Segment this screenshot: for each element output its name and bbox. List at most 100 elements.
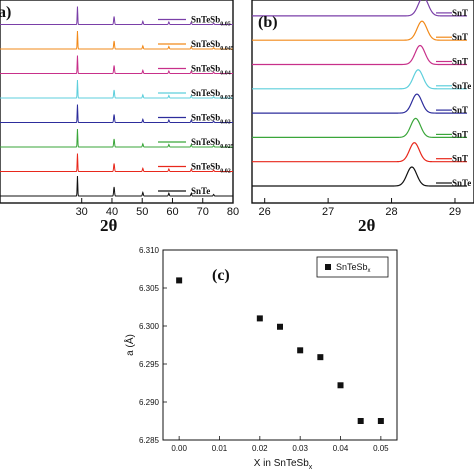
panel-b-legend: SnTe SnT SnT SnT SnTe SnT SnT SnT bbox=[436, 8, 471, 188]
legend-label-a-sub-7: 0.05 bbox=[220, 22, 231, 28]
x-tick-label-c-4: 0.04 bbox=[333, 444, 349, 453]
panel-b-frame bbox=[251, 0, 474, 204]
legend-label-b-7: SnT bbox=[452, 8, 468, 18]
legend-label-a-sub-5: 0.04 bbox=[220, 71, 231, 77]
panel-c-y-axis-label: a (Å) bbox=[123, 334, 136, 356]
x-tick-label-b-3: 29 bbox=[449, 206, 461, 218]
x-tick-label-c-3: 0.03 bbox=[292, 444, 308, 453]
x-tick-label-b-2: 28 bbox=[385, 206, 397, 218]
pattern-line-b-5 bbox=[252, 44, 468, 66]
legend-label-a-5: SnTeSb0.04 bbox=[191, 64, 231, 77]
panel-a-label: a) bbox=[0, 4, 11, 21]
x-tick-label-a-1: 40 bbox=[106, 206, 118, 218]
pattern-line-a-3 bbox=[0, 104, 233, 123]
panel-a-series-layer bbox=[0, 6, 233, 197]
legend-label-a-base-4: SnTeSb bbox=[191, 88, 220, 98]
pattern-line-a-6 bbox=[0, 30, 233, 50]
legend-label-a-sub-1: 0.02 bbox=[220, 169, 231, 175]
legend-label-b-5: SnT bbox=[452, 57, 468, 67]
data-point-c-2 bbox=[277, 323, 283, 330]
pattern-line-b-2 bbox=[252, 117, 468, 138]
panel-c-legend-box bbox=[316, 256, 389, 278]
data-point-c-3 bbox=[297, 347, 304, 354]
pattern-line-a-4 bbox=[0, 79, 233, 99]
panel-a-frame bbox=[0, 0, 234, 204]
panel-c-label: (c) bbox=[212, 267, 230, 284]
legend-label-a-base-2: SnTeSb bbox=[191, 137, 220, 147]
legend-label-a-base-0: SnTe bbox=[191, 186, 210, 196]
legend-label-a-4: SnTeSb0.035 bbox=[191, 88, 234, 101]
panel-c-legend-marker bbox=[325, 264, 331, 270]
panel-c-y-ticks: 6.285 6.290 6.295 6.300 6.305 6.310 bbox=[139, 246, 167, 445]
x-tick-label-c-1: 0.01 bbox=[212, 444, 228, 453]
legend-label-b-2: SnT bbox=[452, 129, 468, 139]
panel-b-x-ticks: 26 27 28 29 bbox=[259, 198, 461, 218]
panel-c-frame bbox=[162, 249, 398, 441]
legend-label-a-0: SnTe bbox=[191, 186, 210, 196]
x-tick-label-b-1: 27 bbox=[322, 206, 334, 218]
x-tick-label-a-5: 80 bbox=[227, 206, 239, 218]
legend-label-a-sub-3: 0.03 bbox=[220, 120, 231, 126]
pattern-line-a-1 bbox=[0, 153, 233, 172]
x-tick-label-a-3: 60 bbox=[166, 206, 178, 218]
panel-c-x-axis-label: X in SnTeSbx bbox=[254, 458, 313, 471]
y-tick-label-c-2: 6.295 bbox=[139, 360, 160, 369]
y-tick-label-c-1: 6.290 bbox=[139, 398, 160, 407]
panel-c-points bbox=[176, 277, 384, 424]
y-tick-label-c-0: 6.285 bbox=[139, 436, 160, 445]
panel-c-x-axis-label-base: X in SnTeSb bbox=[254, 458, 309, 469]
x-tick-label-c-2: 0.02 bbox=[252, 444, 268, 453]
panel-b-x-axis-label: 2θ bbox=[358, 216, 376, 235]
legend-label-b-6: SnT bbox=[452, 32, 468, 42]
panel-c-legend-label-sub: x bbox=[368, 268, 371, 274]
data-point-c-6 bbox=[357, 418, 364, 424]
legend-label-a-7: SnTeSb0.05 bbox=[191, 15, 231, 28]
legend-label-a-6: SnTeSb0.045 bbox=[191, 39, 234, 52]
legend-label-a-sub-4: 0.035 bbox=[220, 95, 234, 101]
panel-b-series-layer bbox=[252, 0, 468, 187]
legend-label-a-base-6: SnTeSb bbox=[191, 39, 220, 49]
data-point-c-1 bbox=[256, 315, 263, 322]
x-tick-label-b-0: 26 bbox=[259, 206, 271, 218]
pattern-line-a-0 bbox=[0, 175, 233, 197]
pattern-line-b-1 bbox=[252, 142, 468, 163]
pattern-line-b-3 bbox=[252, 93, 468, 114]
data-point-c-4 bbox=[317, 354, 324, 361]
legend-label-a-sub-6: 0.045 bbox=[220, 46, 234, 52]
panel-a-x-axis-label: 2θ bbox=[100, 216, 118, 235]
legend-label-a-base-1: SnTeSb bbox=[191, 162, 220, 172]
panel-c-legend: SnTeSbx bbox=[316, 256, 389, 278]
y-tick-label-c-4: 6.305 bbox=[139, 284, 160, 293]
pattern-line-b-0 bbox=[252, 166, 468, 187]
legend-label-a-sub-2: 0.025 bbox=[220, 144, 234, 150]
legend-label-a-3: SnTeSb0.03 bbox=[191, 113, 231, 126]
legend-label-a-base-7: SnTeSb bbox=[191, 15, 220, 25]
pattern-line-b-4 bbox=[252, 69, 468, 90]
panel-c-legend-label-base: SnTeSb bbox=[336, 262, 368, 272]
panel-a-legend: SnTeSnTeSb0.02SnTeSb0.025SnTeSb0.03SnTeS… bbox=[158, 15, 234, 196]
x-tick-label-a-0: 30 bbox=[76, 206, 88, 218]
panel-c-legend-label: SnTeSbx bbox=[336, 262, 371, 274]
pattern-line-a-7 bbox=[0, 6, 233, 25]
legend-label-b-0: SnTe bbox=[452, 178, 471, 188]
legend-label-a-base-5: SnTeSb bbox=[191, 64, 220, 74]
legend-label-b-1: SnT bbox=[452, 154, 468, 164]
data-point-c-5 bbox=[337, 382, 344, 389]
y-tick-label-c-5: 6.310 bbox=[139, 246, 160, 255]
pattern-line-a-2 bbox=[0, 128, 233, 148]
x-tick-label-a-2: 50 bbox=[136, 206, 148, 218]
legend-label-a-2: SnTeSb0.025 bbox=[191, 137, 234, 150]
y-tick-label-c-3: 6.300 bbox=[139, 322, 160, 331]
panel-b-label: (b) bbox=[258, 14, 278, 31]
pattern-line-b-6 bbox=[252, 20, 468, 41]
panel-a: 30 40 50 60 70 80 SnTeSnTeSb0.02SnTeSb0.025Sn… bbox=[0, 0, 239, 235]
panel-c-x-axis-label-sub: x bbox=[309, 464, 313, 471]
panel-c-x-ticks: 0.00 0.01 0.02 0.03 0.04 0.05 bbox=[171, 436, 389, 453]
pattern-line-a-5 bbox=[0, 55, 233, 74]
x-tick-label-c-5: 0.05 bbox=[373, 444, 389, 453]
data-point-c-0 bbox=[176, 277, 183, 284]
legend-label-b-3: SnT bbox=[452, 105, 468, 115]
